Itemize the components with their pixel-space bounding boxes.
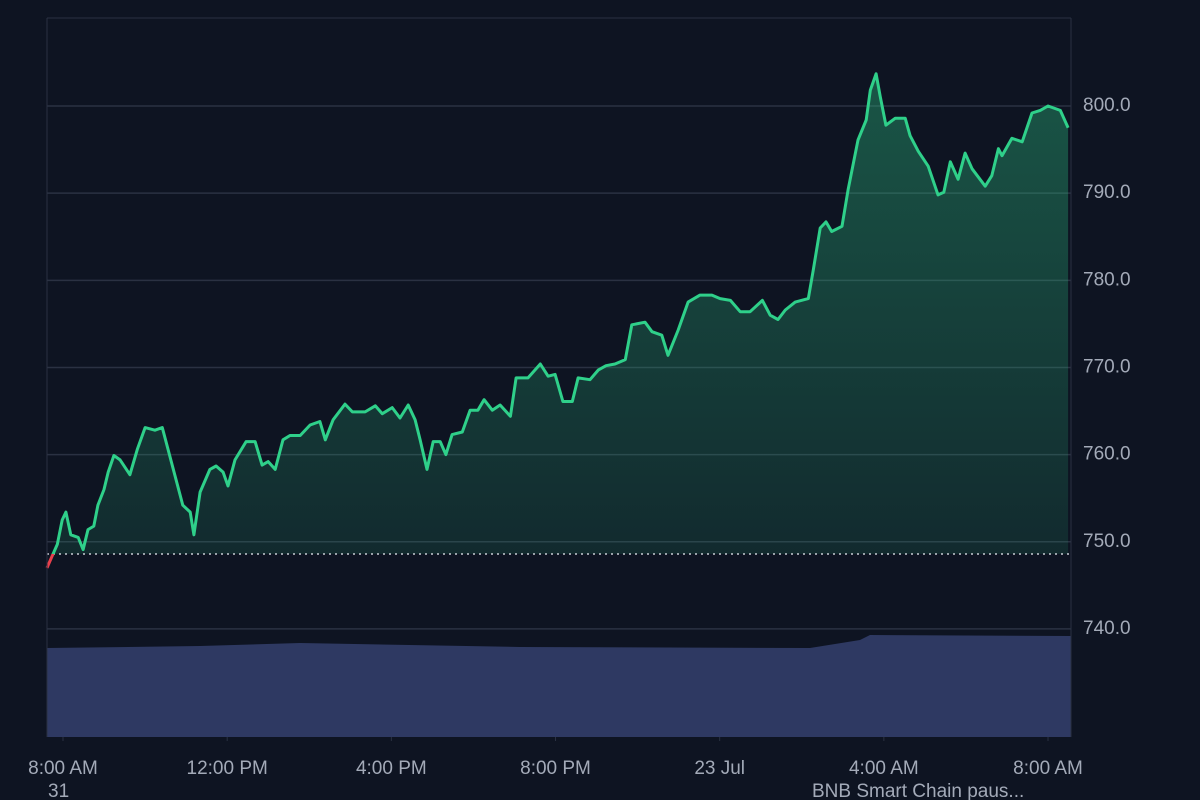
y-tick-label: 770.0	[1083, 356, 1131, 377]
x-tick-label: 12:00 PM	[187, 758, 268, 779]
y-tick-label: 780.0	[1083, 269, 1131, 290]
date-label: 31	[48, 781, 69, 800]
y-tick-label: 750.0	[1083, 531, 1131, 552]
x-tick-label: 4:00 PM	[356, 758, 427, 779]
y-tick-label: 790.0	[1083, 182, 1131, 203]
area-fill	[53, 73, 1069, 554]
y-tick-label: 760.0	[1083, 444, 1131, 465]
x-tick-label: 8:00 AM	[28, 758, 98, 779]
y-tick-label: 740.0	[1083, 618, 1131, 639]
x-tick-label: 8:00 AM	[1013, 758, 1083, 779]
news-label: BNB Smart Chain paus...	[812, 781, 1024, 800]
y-tick-label: 800.0	[1083, 95, 1131, 116]
x-tick-label: 8:00 PM	[520, 758, 591, 779]
volume-band	[47, 635, 1071, 737]
x-tick-label: 23 Jul	[694, 758, 745, 779]
price-line	[51, 72, 1070, 554]
x-tick-label: 4:00 AM	[849, 758, 919, 779]
